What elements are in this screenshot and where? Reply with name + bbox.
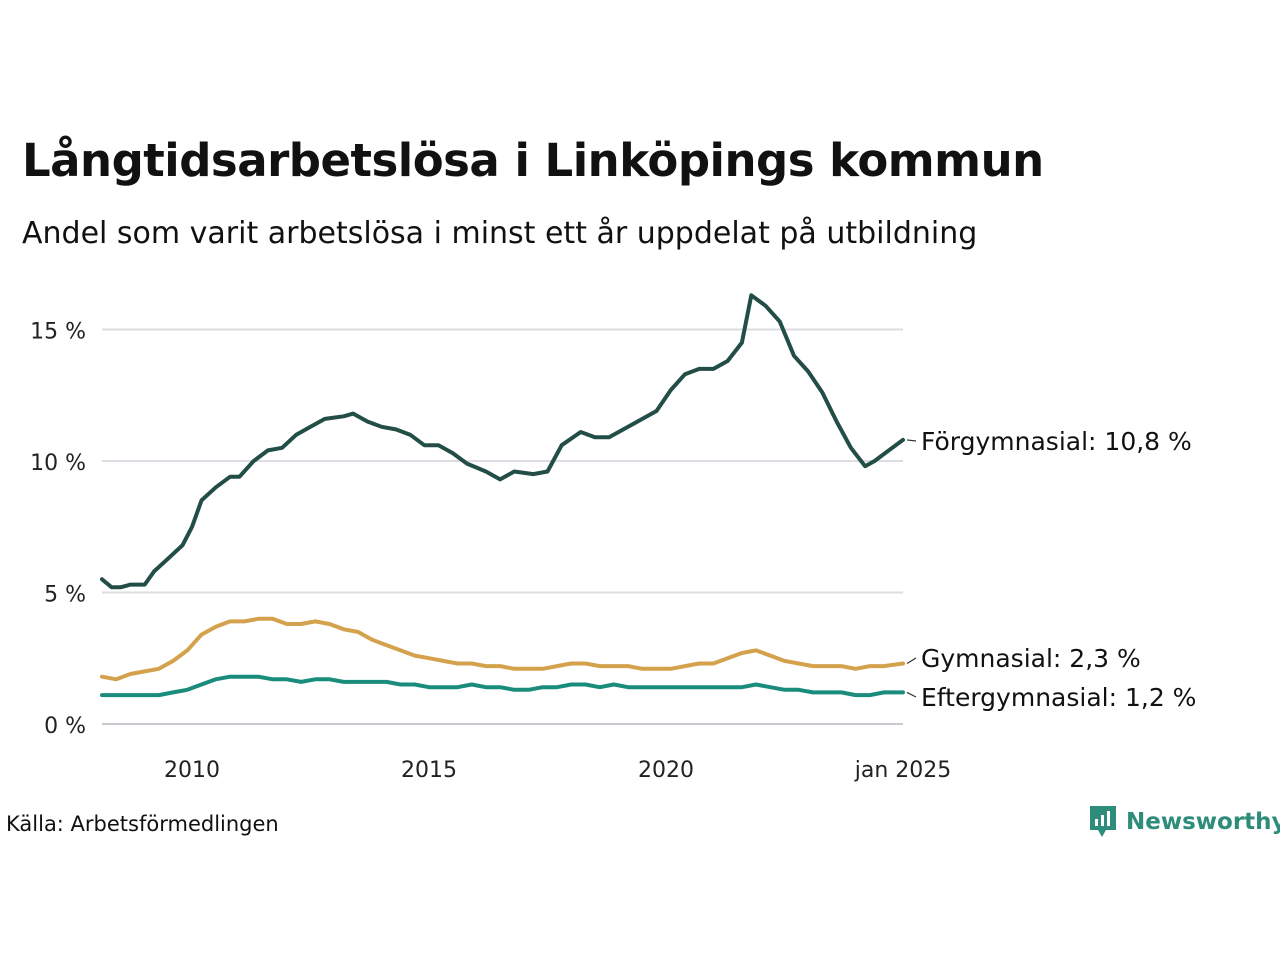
source-note: Källa: Arbetsförmedlingen: [6, 812, 279, 836]
y-tick-label: 10 %: [30, 451, 86, 476]
chart-title: Långtidsarbetslösa i Linköpings kommun: [22, 134, 1044, 187]
series-label-gymnasial: Gymnasial: 2,3 %: [921, 644, 1141, 673]
y-tick-label: 15 %: [30, 319, 86, 344]
label-connector: [906, 657, 917, 665]
brand-name: Newsworthy: [1126, 809, 1280, 835]
label-connector: [906, 439, 917, 442]
y-tick-label: 5 %: [44, 582, 86, 607]
newsworthy-logo-icon: [1090, 806, 1116, 837]
series-line-eftergymnasial: [100, 674, 905, 698]
series-line-gymnasial: [100, 616, 905, 682]
label-connector: [906, 691, 917, 698]
x-tick-label: jan 2025: [854, 758, 952, 783]
chart-subtitle: Andel som varit arbetslösa i minst ett å…: [22, 216, 978, 251]
series-label-forgymnasial: Förgymnasial: 10,8 %: [921, 427, 1192, 456]
x-tick-label: 2015: [401, 758, 457, 783]
x-tick-label: 2010: [164, 758, 220, 783]
series-line-forgymnasial: [100, 293, 905, 590]
brand-logo: Newsworthy: [1088, 804, 1280, 840]
x-tick-label: 2020: [638, 758, 694, 783]
series-label-eftergymnasial: Eftergymnasial: 1,2 %: [921, 683, 1196, 712]
y-tick-label: 0 %: [44, 714, 86, 739]
